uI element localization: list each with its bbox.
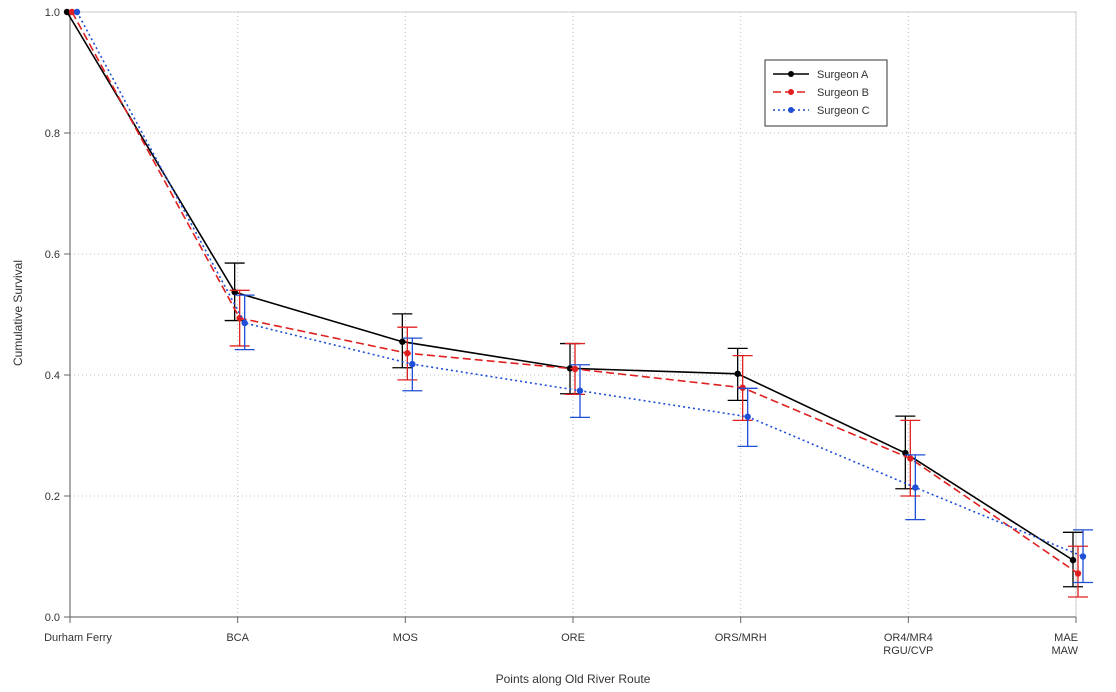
data-point — [907, 455, 914, 462]
y-axis-ticks: 0.0 0.2 0.4 0.6 0.8 1.0 — [45, 7, 70, 624]
y-tick-label: 0.4 — [45, 370, 60, 382]
grid-lines — [69, 11, 1077, 618]
data-point — [744, 413, 751, 420]
legend-marker — [788, 71, 794, 77]
x-axis-ticks: Durham Ferry BCA MOS ORE ORS/MRH OR4/MR4RGU/C… — [44, 617, 1079, 657]
data-point — [73, 8, 81, 16]
data-point — [399, 338, 406, 345]
x-tick-label: RGU/CVP — [883, 645, 933, 657]
x-tick-label: MAE — [1054, 632, 1078, 644]
data-point — [241, 319, 248, 327]
series-line — [76, 11, 1084, 558]
x-axis-title: Points along Old River Route — [496, 672, 651, 686]
x-tick-label: ORE — [561, 632, 585, 644]
data-point — [734, 370, 741, 377]
data-point — [63, 8, 71, 16]
y-tick-label: 0.8 — [45, 128, 60, 140]
y-axis-title: Cumulative Survival — [11, 260, 25, 366]
y-tick-label: 0.6 — [45, 249, 60, 261]
data-point — [571, 365, 579, 373]
series-surgeon-c — [73, 8, 1093, 584]
legend-label: Surgeon A — [817, 69, 869, 81]
x-tick-label: OR4/MR4 — [884, 632, 933, 644]
x-tick-label: Durham Ferry — [44, 632, 112, 644]
series-surgeon-a — [63, 8, 1083, 588]
data-point — [576, 387, 584, 394]
legend-label: Surgeon C — [817, 105, 870, 117]
x-tick-label: ORS/MRH — [715, 632, 767, 644]
legend-label: Surgeon B — [817, 87, 869, 99]
data-point — [1074, 570, 1082, 577]
data-point — [409, 360, 416, 368]
legend: Surgeon A Surgeon B Surgeon C — [764, 59, 888, 127]
legend-marker — [788, 107, 794, 113]
series-line — [71, 11, 1079, 575]
data-point — [1069, 556, 1077, 564]
data-point — [912, 484, 919, 491]
x-tick-label: MOS — [393, 632, 418, 644]
data-point — [566, 365, 574, 372]
y-tick-label: 1.0 — [45, 7, 60, 19]
legend-marker — [788, 89, 794, 95]
plot-frame — [69, 11, 1077, 618]
series-surgeon-b — [68, 8, 1088, 598]
data-point — [404, 350, 411, 357]
legend-box — [764, 59, 888, 127]
y-tick-label: 0.0 — [45, 612, 60, 624]
x-tick-label: MAW — [1052, 645, 1079, 657]
axes — [69, 12, 1076, 618]
y-tick-label: 0.2 — [45, 491, 60, 503]
data-series — [63, 8, 1093, 598]
data-point — [68, 8, 76, 16]
series-line — [66, 11, 1074, 561]
data-point — [1079, 553, 1087, 560]
data-point — [236, 314, 243, 322]
x-tick-label: BCA — [226, 632, 249, 644]
